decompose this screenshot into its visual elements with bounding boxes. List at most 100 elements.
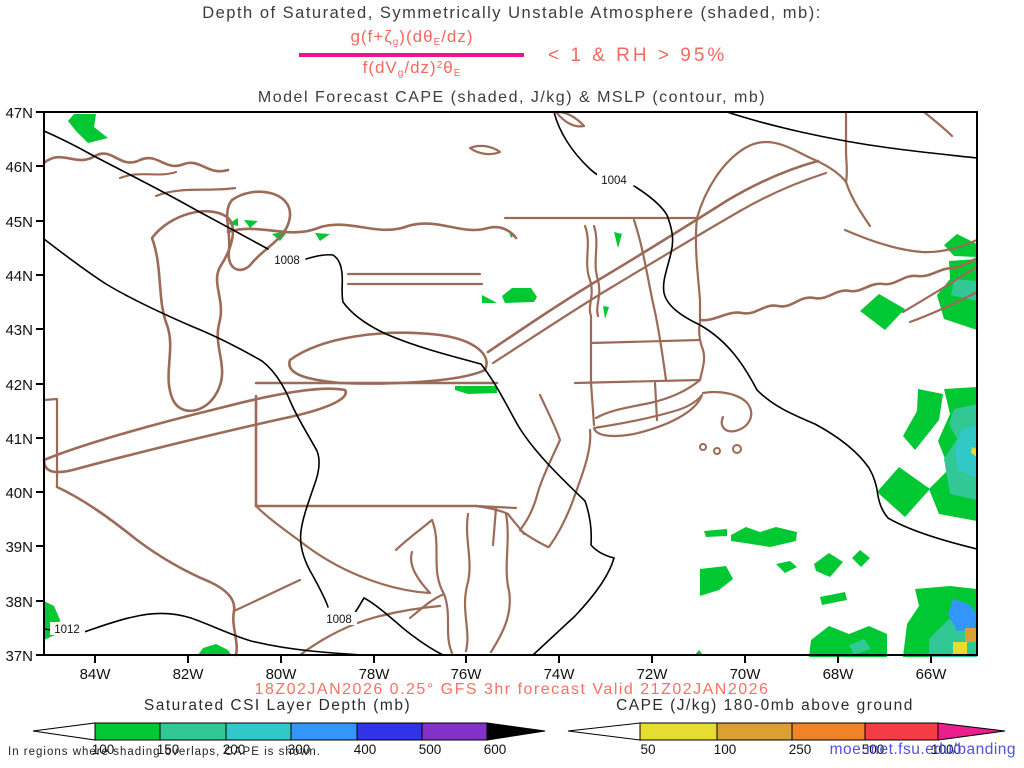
- x-tick-label: 76W: [451, 666, 483, 683]
- formula-part: g(f+: [350, 27, 385, 46]
- shaded-patch: [814, 553, 843, 577]
- shaded-patch: [809, 626, 887, 657]
- shaded-patch: [700, 566, 733, 596]
- cape-bar-tick: 250: [789, 742, 812, 757]
- subscript-e: E: [453, 68, 462, 79]
- cape-bar-tick: 50: [640, 742, 655, 757]
- shaded-patch: [68, 114, 108, 143]
- shaded-patch: [603, 306, 609, 319]
- shaded-patch: [776, 561, 797, 573]
- shaded-patch: [731, 527, 797, 547]
- formula-part: /dz): [404, 58, 437, 77]
- csi-bar-tick: 100: [92, 742, 115, 757]
- subscript-g: g: [397, 68, 405, 79]
- shaded-patch: [948, 599, 977, 631]
- mslp-contours: [43, 111, 978, 656]
- x-tick-label: 66W: [916, 666, 948, 683]
- x-tick-label: 78W: [359, 666, 391, 683]
- csi-colorbar: 100 150 200 300 400 500 600: [32, 722, 546, 757]
- y-tick-label: 43N: [5, 322, 33, 339]
- y-tick-label: 46N: [5, 159, 33, 176]
- y-tick-label: 37N: [5, 648, 33, 665]
- formula-part: /dz): [441, 27, 474, 46]
- csi-bar-tick: 500: [419, 742, 442, 757]
- x-axis: 84W 82W 80W 78W 76W 74W 72W 70W 68W 66W: [80, 655, 948, 683]
- mslp-contour-1008-north: [43, 130, 269, 250]
- formula-numerator: g(f+ζg)(dθE/dz): [300, 27, 524, 48]
- forecast-timestamp: 18Z02JAN2026 0.25° GFS 3hr forecast Vali…: [254, 681, 770, 698]
- x-tick-label: 84W: [80, 666, 112, 683]
- contour-label-1008: 1008: [274, 255, 300, 267]
- csi-bar-tick: 150: [157, 742, 180, 757]
- x-tick-label: 68W: [823, 666, 855, 683]
- cape-colorbar: 50 100 250 500 1000: [567, 722, 1006, 757]
- shaded-patch: [860, 294, 905, 330]
- y-tick-label: 47N: [5, 105, 33, 122]
- shaded-patch: [849, 639, 871, 655]
- shaded-patch: [877, 467, 930, 517]
- csi-bar-tick: 400: [354, 742, 377, 757]
- theta-symbol: θ: [443, 58, 454, 77]
- x-tick-label: 72W: [637, 666, 669, 683]
- shaded-patch: [820, 592, 847, 605]
- cape-patch-orange: [965, 628, 977, 642]
- geography-outlines: [42, 110, 979, 657]
- x-tick-label: 74W: [544, 666, 576, 683]
- shaded-patch: [852, 550, 870, 567]
- cape-bar-tick: 100: [714, 742, 737, 757]
- contour-label-1004: 1004: [601, 175, 627, 187]
- theta-symbol: θ: [423, 27, 434, 46]
- csi-bar-tick: 200: [223, 742, 246, 757]
- contour-label-1008b: 1008: [326, 614, 352, 626]
- superscript-2: 2: [436, 60, 444, 71]
- formula-condition: < 1 & RH > 95%: [548, 45, 728, 66]
- shaded-patch: [955, 425, 977, 478]
- y-axis: 47N 46N 45N 44N 43N 42N 41N 40N 39N 38N …: [5, 105, 44, 665]
- zeta-symbol: ζ: [384, 27, 393, 46]
- shaded-patch: [482, 295, 497, 303]
- mslp-contour-line: [726, 111, 978, 159]
- contour-label-1012: 1012: [54, 624, 80, 636]
- y-tick-label: 44N: [5, 268, 33, 285]
- x-tick-label: 70W: [730, 666, 762, 683]
- cape-bar-tick: 1000: [931, 742, 961, 757]
- y-tick-label: 41N: [5, 431, 33, 448]
- shaded-patch: [502, 288, 537, 303]
- shaded-patch: [315, 233, 330, 241]
- y-tick-label: 40N: [5, 485, 33, 502]
- mslp-contour-1008-south: [43, 238, 329, 608]
- csi-colorbar-title: Saturated CSI Layer Depth (mb): [143, 697, 412, 714]
- page-title: Depth of Saturated, Symmetrically Unstab…: [202, 4, 822, 22]
- shaded-patch: [704, 529, 727, 537]
- formula-part: f(dV: [362, 58, 398, 77]
- y-tick-label: 42N: [5, 377, 33, 394]
- cape-patch-yellow: [953, 642, 967, 656]
- shaded-patch: [455, 386, 497, 394]
- shaded-patch: [695, 650, 703, 655]
- x-tick-label: 80W: [266, 666, 298, 683]
- cape-colorbar-title: CAPE (J/kg) 180-0mb above ground: [616, 697, 914, 714]
- csi-shading-regions: [44, 114, 977, 657]
- shaded-patch: [614, 232, 622, 248]
- formula-denominator: f(dVg/dz)2θE: [300, 58, 524, 79]
- x-tick-label: 82W: [173, 666, 205, 683]
- shaded-patch: [244, 220, 258, 228]
- shaded-patch: [971, 447, 977, 457]
- contour-labels: 1004 1008 1008 1012: [50, 173, 632, 636]
- subscript-g: g: [392, 37, 400, 48]
- y-tick-label: 38N: [5, 594, 33, 611]
- csi-bar-tick: 600: [484, 742, 507, 757]
- formula-part: )(d: [399, 27, 424, 46]
- fraction-bar: [299, 53, 524, 57]
- map-subtitle: Model Forecast CAPE (shaded, J/kg) & MSL…: [257, 89, 767, 106]
- shaded-patch: [198, 644, 231, 655]
- overlap-note: In regions where shading overlaps, CAPE …: [8, 746, 322, 758]
- site-url: moe.met.fsu.edu/banding: [829, 741, 1016, 758]
- y-tick-label: 39N: [5, 539, 33, 556]
- csi-bar-tick: 300: [288, 742, 311, 757]
- map-frame: [43, 111, 978, 656]
- subscript-e: E: [433, 37, 442, 48]
- mslp-contour-1004: [553, 111, 611, 181]
